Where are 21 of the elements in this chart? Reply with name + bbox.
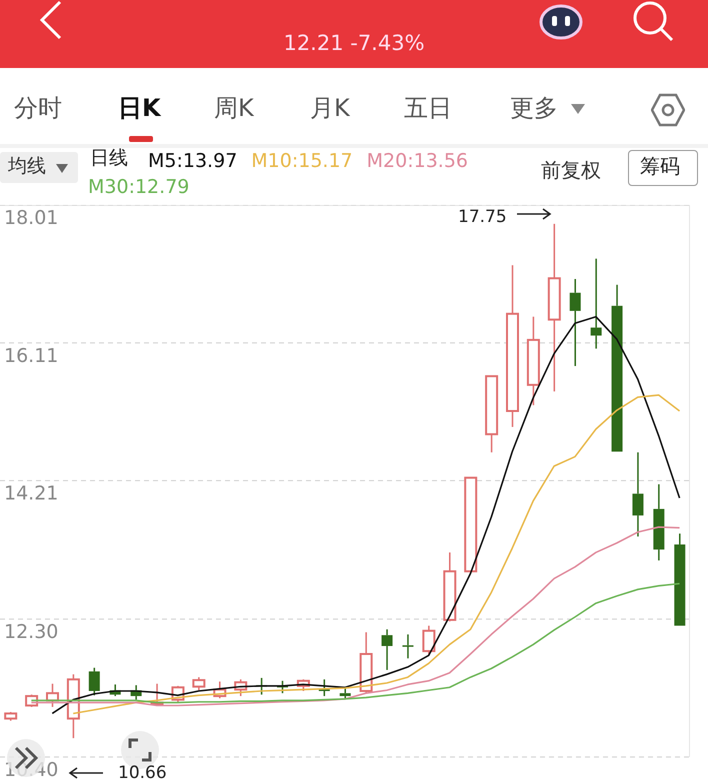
y-tick-label: 18.01 xyxy=(4,207,58,229)
text: M5:13.97 xyxy=(148,149,238,174)
text: 日线 xyxy=(90,147,128,170)
text: 筹码 xyxy=(640,154,680,178)
text: 日K xyxy=(118,94,161,123)
text: 五日 xyxy=(404,94,452,123)
annotation: 17.75 xyxy=(458,207,507,228)
text: M20:13.56 xyxy=(366,149,468,174)
y-tick-label: 16.11 xyxy=(4,344,58,367)
text: M30:12.79 xyxy=(88,175,190,200)
chart-subtitle: 12.21 -7.43% xyxy=(282,31,426,55)
text: M10:15.17 xyxy=(251,149,353,174)
text: 10.66 xyxy=(118,763,167,781)
text: 分时 xyxy=(14,94,62,123)
text: 更多 xyxy=(510,94,558,123)
y-tick-label: 12.30 xyxy=(4,621,58,644)
text: 周K xyxy=(214,94,254,123)
text: 月K xyxy=(310,94,350,123)
text: 均线 xyxy=(8,155,46,178)
text: 前复权 xyxy=(541,158,601,182)
y-tick-label: 14.21 xyxy=(4,482,58,505)
